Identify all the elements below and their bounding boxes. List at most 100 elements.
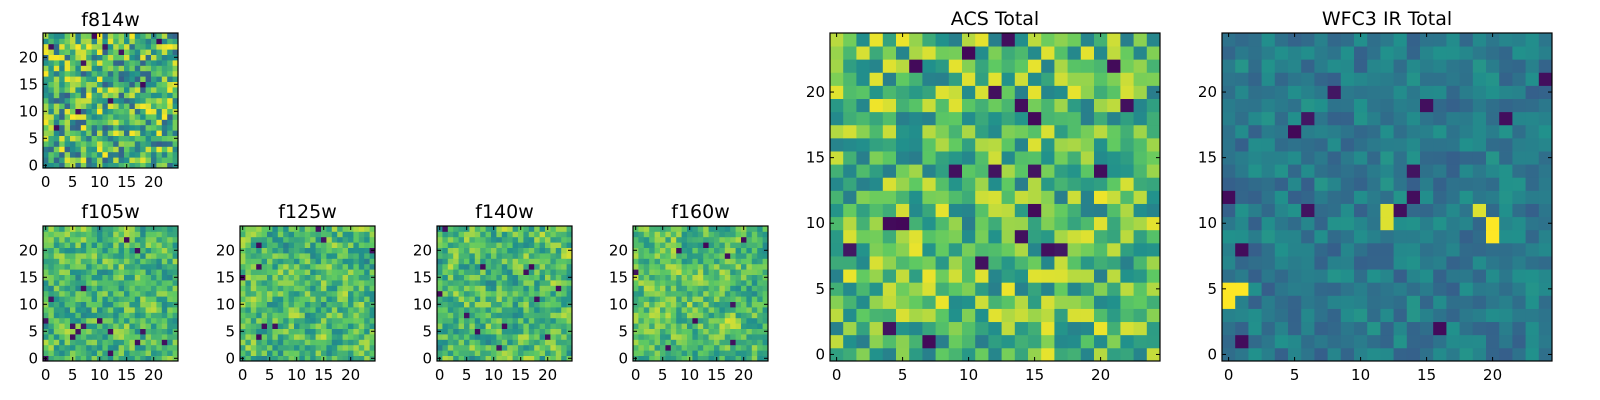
heatmap-cell: [342, 263, 349, 270]
heatmap-cell: [1014, 256, 1029, 270]
heatmap-cell: [1248, 190, 1262, 204]
heatmap-cell: [681, 247, 688, 254]
heatmap-cell: [485, 226, 492, 232]
heatmap-cell: [643, 301, 650, 308]
heatmap-cell: [1235, 111, 1249, 126]
heatmap-cell: [1512, 269, 1526, 283]
heatmap-cell: [145, 317, 152, 324]
heatmap-cell: [91, 344, 98, 351]
heatmap-cell: [447, 258, 454, 265]
heatmap-cell: [80, 334, 87, 340]
heatmap-cell: [86, 162, 92, 169]
heatmap-cell: [1107, 347, 1121, 362]
heatmap-cell: [358, 290, 365, 297]
heatmap-cell: [869, 85, 884, 99]
heatmap-cell: [545, 285, 551, 292]
heatmap-cell: [922, 308, 936, 323]
heatmap-cell: [1472, 151, 1487, 165]
heatmap-cell: [1001, 334, 1016, 349]
heatmap-cell: [561, 258, 567, 265]
heatmap-cell: [107, 317, 114, 324]
heatmap-cell: [240, 269, 246, 275]
heatmap-cell: [555, 312, 562, 319]
heatmap-cell: [948, 334, 963, 349]
heatmap-cell: [315, 323, 322, 329]
heatmap-cell: [830, 347, 844, 362]
heatmap-cell: [348, 285, 354, 292]
heatmap-cell: [1446, 111, 1460, 126]
heatmap-cell: [59, 280, 65, 286]
heatmap-cell: [1433, 164, 1447, 178]
heatmap-cell: [97, 65, 103, 72]
heatmap-cell: [730, 231, 736, 238]
heatmap-cell: [1041, 164, 1055, 178]
heatmap-cell: [1146, 164, 1161, 178]
heatmap-cell: [469, 247, 476, 254]
heatmap-cell: [59, 60, 65, 66]
heatmap-cell: [692, 253, 699, 259]
heatmap-cell: [703, 290, 709, 297]
heatmap-cell: [80, 108, 87, 115]
heatmap-cell: [665, 301, 672, 308]
heatmap-cell: [545, 344, 551, 351]
heatmap-cell: [91, 274, 98, 281]
heatmap-cell: [75, 108, 82, 115]
heatmap-cell: [1274, 33, 1289, 47]
heatmap-cell: [140, 92, 146, 99]
heatmap-cell: [757, 312, 763, 319]
heatmap-cell: [172, 60, 179, 66]
heatmap-cell: [337, 334, 343, 340]
heatmap-cell: [358, 307, 365, 313]
heatmap-cell: [1354, 334, 1368, 349]
heatmap-cell: [464, 301, 470, 308]
heatmap-cell: [140, 231, 146, 238]
heatmap-cell: [1080, 151, 1095, 165]
heatmap-cell: [1499, 347, 1513, 362]
heatmap-cell: [64, 247, 71, 254]
heatmap-cell: [1406, 216, 1421, 231]
heatmap-cell: [649, 263, 655, 270]
heatmap-cell: [751, 350, 758, 356]
heatmap-cell: [113, 146, 119, 153]
heatmap-cell: [464, 323, 470, 329]
heatmap-cell: [161, 253, 168, 259]
heatmap-cell: [97, 339, 103, 346]
heatmap-cell: [261, 328, 268, 335]
heatmap-cell: [140, 236, 146, 243]
heatmap-cell: [97, 135, 103, 142]
heatmap-cell: [830, 242, 844, 257]
heatmap-cell: [97, 38, 103, 45]
heatmap-cell: [1107, 164, 1121, 178]
heatmap-cell: [1014, 137, 1029, 152]
heatmap-cell: [1288, 256, 1302, 270]
heatmap-cell: [1014, 229, 1029, 244]
heatmap-cell: [167, 328, 173, 335]
heatmap-cell: [534, 263, 540, 270]
heatmap-cell: [102, 290, 109, 297]
x-tick-label: 10: [90, 366, 109, 384]
heatmap-cell: [267, 301, 273, 308]
heatmap-cell: [545, 280, 551, 286]
heatmap-cell: [843, 203, 857, 218]
heatmap-cell: [75, 269, 82, 275]
heatmap-cell: [843, 164, 857, 178]
heatmap-cell: [240, 236, 246, 243]
heatmap-cell: [250, 285, 257, 292]
heatmap-cell: [1393, 347, 1408, 362]
heatmap-cell: [1367, 269, 1381, 283]
heatmap-cell: [555, 226, 562, 232]
heatmap-cell: [1367, 124, 1381, 139]
panel-title: f105w: [81, 201, 140, 223]
heatmap-cell: [1367, 256, 1381, 270]
heatmap-cell: [935, 282, 950, 296]
heatmap-cell: [1261, 282, 1276, 296]
heatmap-cell: [909, 216, 923, 231]
heatmap-cell: [161, 301, 168, 308]
heatmap-cell: [113, 236, 119, 243]
heatmap-cell: [1222, 256, 1236, 270]
heatmap-cell: [59, 355, 65, 362]
heatmap-cell: [988, 59, 1002, 73]
heatmap-cell: [1525, 282, 1540, 296]
heatmap-cell: [294, 323, 300, 329]
heatmap-cell: [1367, 46, 1381, 60]
